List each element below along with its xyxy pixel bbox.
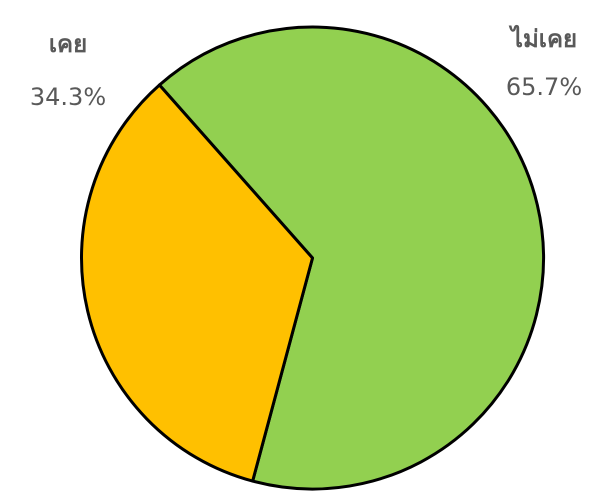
pie-slice	[157, 25, 545, 491]
category-label: ไม่เคย	[508, 24, 577, 53]
pie-slice	[80, 83, 314, 483]
value-label: 34.3%	[30, 83, 106, 111]
value-label: 65.7%	[506, 73, 582, 101]
category-label: เคย	[49, 30, 87, 58]
